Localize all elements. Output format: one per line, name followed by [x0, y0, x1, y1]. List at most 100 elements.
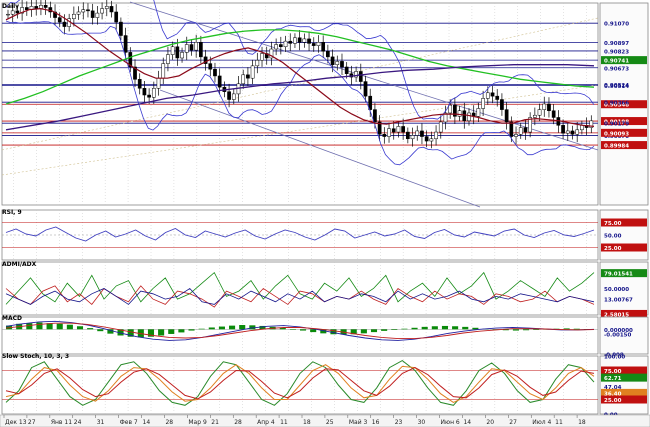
candle-body: [95, 12, 100, 18]
candle-body: [429, 138, 434, 142]
axis-label: 0.90897: [604, 41, 629, 47]
candle-body: [307, 38, 311, 44]
candle-body: [504, 109, 509, 123]
candle-body: [443, 112, 448, 123]
macd-histogram-bar: [452, 326, 459, 330]
axis-label: 75.00: [604, 369, 622, 375]
macd-histogram-bar: [208, 327, 215, 330]
macd-line-1: [5, 322, 595, 340]
candle-body: [514, 134, 518, 137]
macd-histogram-bar: [421, 326, 428, 330]
candle-body: [542, 103, 547, 110]
macd-histogram-bar: [330, 329, 337, 335]
candle-body: [274, 44, 278, 50]
axis-label-badge: [601, 117, 647, 126]
macd-histogram-bar: [198, 328, 205, 330]
axis-label: 13.00767: [604, 298, 633, 304]
macd-histogram-bar: [158, 329, 165, 336]
macd-histogram-bar: [249, 325, 256, 330]
axis-label: 50.00: [604, 234, 622, 240]
candle-body: [137, 79, 142, 89]
candle-body: [523, 127, 528, 133]
candle-body: [476, 108, 481, 117]
candle-body: [405, 131, 410, 140]
axis-label-badge: [601, 128, 647, 137]
candle-body: [57, 17, 62, 23]
candle-body: [119, 21, 123, 36]
macd-histogram-bar: [289, 329, 296, 330]
axis-label: 0.90093: [604, 131, 629, 137]
candle-body: [194, 42, 199, 51]
candle-body: [326, 51, 330, 58]
macd-histogram-bar: [350, 329, 357, 335]
axis-label: 0.90673: [604, 66, 629, 72]
axis-label: 0.90179: [604, 122, 629, 128]
candle-body: [151, 88, 156, 98]
candle-body: [481, 98, 485, 109]
macd-histogram-bar: [239, 325, 246, 330]
candle-body: [147, 94, 151, 98]
macd-histogram-bar: [26, 323, 33, 330]
axis-label: 0.90514: [604, 84, 629, 90]
price-axis-panel: [599, 316, 649, 355]
candle-body: [20, 7, 24, 14]
candle-body: [109, 6, 114, 13]
macd-histogram-bar: [441, 325, 449, 330]
macd-histogram-bar: [360, 329, 367, 334]
candle-body: [415, 130, 420, 136]
axis-label: 0.90198: [604, 120, 629, 126]
candle-body: [227, 91, 231, 100]
macd-histogram-bar: [472, 327, 479, 330]
macd-histogram-bar: [117, 329, 124, 336]
rsi-pane[interactable]: 75.00 50.00 25.00: [1, 209, 649, 261]
axis-label: 0.90070: [604, 134, 629, 140]
candle-body: [170, 46, 175, 55]
candle-body: [76, 11, 81, 15]
axis-label: 62.71: [604, 376, 622, 382]
candle-body: [495, 95, 500, 100]
axis-label: 47.04: [604, 385, 622, 391]
axis-label-badge: [601, 395, 647, 404]
adx-pane[interactable]: 79.01541 50.0000 13.00767 2.58015: [1, 261, 649, 318]
candle-body: [217, 75, 222, 88]
candle-body: [180, 52, 184, 59]
macd-histogram-bar: [279, 327, 286, 330]
macd-histogram-bar: [462, 326, 469, 330]
candle-body: [340, 61, 344, 68]
channel-upper-line: [129, 1, 599, 151]
price-pane-title: Daily: [2, 3, 19, 10]
macd-line-0: [5, 320, 595, 341]
candle-body: [321, 42, 326, 52]
macd-histogram-bar: [391, 329, 398, 330]
candle-body: [457, 110, 462, 117]
time-tick-label: 24: [74, 419, 82, 426]
macd-histogram-bar: [320, 329, 327, 334]
macd-histogram-bar: [188, 329, 195, 331]
axis-label-badge: [601, 100, 647, 109]
candle-body: [467, 112, 471, 122]
moving-average-line-1: [5, 29, 595, 105]
axis-label-badge: [601, 388, 647, 397]
time-tick-label: Янв 11: [51, 419, 72, 426]
rsi-line: [5, 226, 595, 242]
candle-body: [537, 109, 542, 116]
candle-body: [500, 99, 504, 110]
macd-histogram-bar: [573, 328, 580, 330]
price-pane[interactable]: 0.91070 0.90897 0.90823 0.90673 0.90514 0.903…: [1, 0, 649, 208]
macd-histogram-bar: [431, 326, 438, 330]
axis-label: 25.00: [604, 246, 622, 252]
macd-histogram-bar: [46, 323, 53, 330]
candle-body: [34, 6, 39, 9]
candle-body: [570, 130, 575, 135]
candle-body: [208, 63, 213, 70]
macd-histogram-bar: [87, 328, 94, 330]
candle-body: [203, 56, 208, 64]
time-tick-label: 18: [578, 419, 586, 426]
time-tick-label: 11: [280, 419, 288, 426]
axis-label-badge: [601, 56, 647, 65]
axis-label: 0.90823: [604, 49, 629, 55]
time-tick-label: Май 3: [349, 419, 368, 426]
time-tick-label: Июн 6: [441, 419, 460, 426]
macd-pane[interactable]: 0.000000-0.00150 -0.008: [1, 316, 649, 359]
